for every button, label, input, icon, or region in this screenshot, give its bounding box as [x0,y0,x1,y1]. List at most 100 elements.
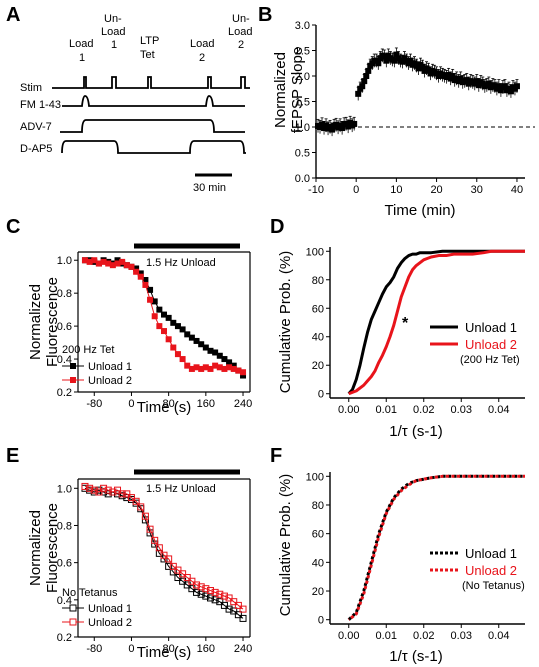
data-point [188,577,196,585]
data-point [457,75,464,82]
xlabel-c: Time (s) [137,399,191,416]
data-point [216,590,224,598]
data-point [485,80,492,87]
data-point [165,336,172,343]
panel-label-a: A [6,4,20,26]
data-point [188,365,195,372]
legend-marker-e-2 [69,618,77,626]
x-tick-label: 0.02 [413,404,434,416]
data-point [142,277,149,283]
y-tick-label: 0.5 [295,148,310,160]
ylabel-c-line1: Normalized [27,284,44,360]
y-tick-label: 0.6 [57,558,72,570]
data-point [188,334,195,341]
event-unload2-line3: 2 [238,39,244,51]
data-point [212,362,219,369]
data-point [407,57,414,64]
data-point [147,286,154,293]
legend-text-e-2: Unload 2 [88,617,132,629]
protocol-timeline: Load 1 Un- Load 1 LTP Tet Load 2 Un- Loa… [20,13,252,194]
data-point [239,614,247,622]
data-point [206,587,214,595]
x-tick-label: 0 [128,398,134,410]
data-point [174,574,182,582]
y-tick-label: 40 [312,332,324,344]
data-point [220,601,228,609]
data-point [226,364,233,371]
data-point [240,369,247,376]
legend-title-e: No Tetanus [62,587,118,599]
event-load1-line2: 1 [79,52,85,64]
data-point [104,486,112,494]
panel-label-e: E [6,445,19,467]
data-point [197,583,205,591]
data-point [118,490,126,498]
x-tick-label: 80 [163,398,175,410]
data-point [197,590,205,598]
legend-marker-e-1 [69,604,77,612]
x-tick-label: 0.04 [488,630,509,642]
trace-dap5 [61,140,246,154]
data-point [198,341,205,348]
xlabel-b: Time (min) [384,202,455,219]
data-point [81,257,88,264]
data-point [206,594,214,602]
data-point [151,298,158,305]
x-tick-label: 0.00 [338,630,359,642]
data-point [501,83,508,90]
data-point [100,488,108,496]
unload-bar-label-c: 1.5 Hz Unload [146,257,216,269]
data-point [91,257,98,264]
y-tick-label: 20 [312,360,324,372]
x-tick-label: 0 [353,184,359,196]
panel-label-d: D [270,216,284,238]
data-point [165,555,173,563]
data-point [329,126,336,133]
legend-note-f: (No Tetanus) [462,580,525,592]
data-point [105,260,112,267]
data-point [184,362,191,369]
x-tick-label: 0.04 [488,404,509,416]
y-tick-label: 20 [312,586,324,598]
data-point [399,58,406,65]
data-point [507,88,514,95]
data-point [226,359,233,366]
data-point [193,581,201,589]
data-point [132,497,140,505]
y-tick-label: 1.0 [295,122,310,134]
data-point [383,57,390,64]
y-tick-label: 1.5 [295,97,310,109]
data-point [169,562,177,570]
legend-text-f-1: Unload 1 [465,546,517,561]
row-label-stim: Stim [20,82,42,94]
data-point [221,365,228,372]
data-point [179,326,186,333]
data-point [393,51,400,58]
data-point [235,367,242,374]
data-point [211,596,219,604]
data-point [114,490,122,498]
data-point [513,83,520,90]
data-point [160,551,168,559]
data-point [339,125,346,132]
ylabel-e-line1: Normalized [27,510,44,586]
data-point [193,337,200,344]
data-point [133,268,140,275]
data-point [170,319,177,326]
data-point [179,570,187,578]
data-point [216,364,223,371]
y-tick-label: 2.5 [295,46,310,58]
chart-f: 0.00 0.01 0.02 0.03 0.04 0 20 40 60 80 100 Cumulat… [277,471,525,665]
data-point [234,601,242,609]
row-label-adv7: ADV-7 [20,121,52,133]
data-point [319,121,326,128]
data-point [161,328,167,335]
data-point [86,258,93,265]
legend-text-d-1: Unload 1 [465,320,517,335]
y-tick-label: 60 [312,529,324,541]
data-point [100,484,108,492]
data-point [365,67,372,74]
data-point [141,512,149,520]
data-point [351,120,358,127]
x-tick-label: 80 [163,643,175,655]
